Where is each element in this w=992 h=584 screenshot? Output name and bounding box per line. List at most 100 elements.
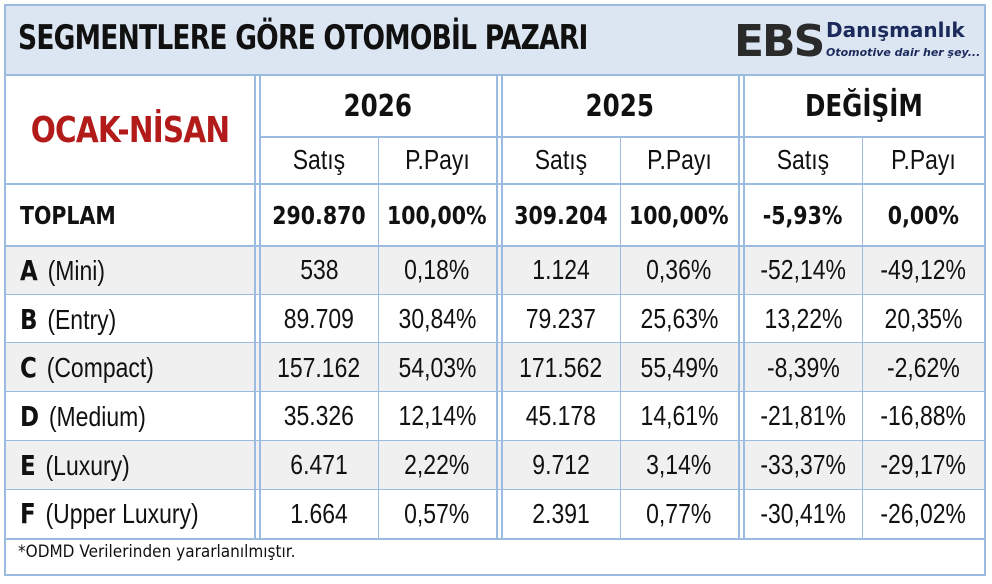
table-cell: 79.237 [502, 295, 620, 344]
table-cell-value: 35.326 [283, 400, 355, 432]
table-cell: -29,17% [862, 441, 984, 490]
segment-name: (Compact) [46, 352, 154, 384]
table-cell-value: -52,14% [760, 254, 846, 286]
year-group-header: DEĞİŞİM [744, 76, 984, 136]
segment-label: D (Medium) [6, 392, 254, 441]
grid-line [6, 342, 984, 344]
period-label-text: OCAK-NİSAN [30, 109, 230, 151]
table-cell-value: 0,77% [646, 497, 712, 529]
column-subheader-text: P.Payı [404, 144, 470, 175]
column-subheader-text: Satış [292, 144, 346, 175]
segment-name: (Entry) [47, 303, 117, 335]
segment-label-text: C (Compact) [20, 351, 154, 384]
segment-letter: A [20, 253, 38, 287]
table-cell: 3,14% [620, 441, 738, 490]
table-cell: 0,18% [378, 246, 496, 295]
table-cell-value: 157.162 [277, 351, 361, 383]
total-cell: 309.204 [502, 184, 620, 246]
year-group-header: 2025 [502, 76, 738, 136]
footnote: *ODMD Verilerinden yararlanılmıştır. [18, 542, 296, 562]
table-cell: -33,37% [744, 441, 862, 490]
column-subheader-text: P.Payı [890, 144, 956, 175]
segment-label: A (Mini) [6, 246, 254, 295]
grid-line [743, 76, 745, 539]
logo-mark: EBS [734, 16, 825, 67]
table-cell: 30,84% [378, 295, 496, 344]
column-subheader: P.Payı [378, 136, 496, 184]
table-cell: 35.326 [260, 392, 378, 441]
table-cell: 45.178 [502, 392, 620, 441]
table-cell-value: 55,49% [640, 351, 718, 383]
table-cell: 12,14% [378, 392, 496, 441]
table-cell-value: 0,36% [646, 254, 712, 286]
grid-line [378, 136, 379, 539]
segment-name: (Luxury) [45, 449, 130, 481]
table-cell: 171.562 [502, 343, 620, 392]
total-cell-value: -5,93% [763, 200, 843, 230]
table-cell: 0,77% [620, 490, 738, 539]
table-frame: SEGMENTLERE GÖRE OTOMOBİL PAZARI EBS Dan… [4, 4, 986, 576]
table-cell: -26,02% [862, 490, 984, 539]
grid-line [496, 76, 498, 539]
table-cell-value: -2,62% [886, 351, 960, 383]
segment-name: (Mini) [47, 254, 106, 286]
table-cell-value: -21,81% [760, 400, 846, 432]
table-cell: 9.712 [502, 441, 620, 490]
column-subheader-text: P.Payı [646, 144, 712, 175]
grid-line [6, 488, 984, 490]
table-cell-value: 2,22% [404, 449, 470, 481]
segment-label: E (Luxury) [6, 441, 254, 490]
table-cell-value: 171.562 [519, 351, 603, 383]
table-cell: 2.391 [502, 490, 620, 539]
table-cell: 25,63% [620, 295, 738, 344]
total-cell: 100,00% [378, 184, 496, 246]
ebs-logo: EBS Danışmanlık Otomotive dair her şey..… [734, 16, 980, 68]
segment-label-text: D (Medium) [20, 400, 146, 433]
table-cell-value: 9.712 [532, 449, 590, 481]
table-cell-value: -8,39% [766, 351, 840, 383]
row-stripe [6, 440, 984, 490]
table-cell: -49,12% [862, 246, 984, 295]
column-subheader: Satış [260, 136, 378, 184]
table-cell-value: -29,17% [880, 449, 966, 481]
period-label: OCAK-NİSAN [6, 76, 254, 184]
table-cell: -16,88% [862, 392, 984, 441]
grid-line [260, 136, 984, 138]
logo-name: Danışmanlık [826, 18, 965, 42]
segment-name: (Medium) [48, 400, 146, 432]
table-cell-value: 20,35% [884, 303, 962, 335]
logo-tagline: Otomotive dair her şey... [826, 46, 981, 59]
table-cell-value: 0,18% [404, 254, 470, 286]
table-cell: 0,36% [620, 246, 738, 295]
total-label: TOPLAM [6, 184, 254, 246]
table-cell: 89.709 [260, 295, 378, 344]
table-cell: 55,49% [620, 343, 738, 392]
table-cell: -52,14% [744, 246, 862, 295]
segment-name: (Upper Luxury) [45, 498, 199, 530]
column-subheader: P.Payı [620, 136, 738, 184]
table-cell-value: -49,12% [880, 254, 966, 286]
table-cell: -21,81% [744, 392, 862, 441]
table-cell: 1.664 [260, 490, 378, 539]
table-cell-value: 1.124 [532, 254, 590, 286]
grid-line [259, 76, 261, 539]
total-cell-value: 100,00% [387, 200, 487, 230]
table-cell: 2,22% [378, 441, 496, 490]
segment-letter: F [20, 497, 36, 531]
segment-label: F (Upper Luxury) [6, 490, 254, 539]
grid-line [6, 391, 984, 393]
total-cell: 0,00% [862, 184, 984, 246]
table-cell-value: -16,88% [880, 400, 966, 432]
segment-letter: D [20, 399, 40, 433]
table-cell: -8,39% [744, 343, 862, 392]
table-cell-value: 45.178 [525, 400, 597, 432]
column-subheader: P.Payı [862, 136, 984, 184]
table-cell: 54,03% [378, 343, 496, 392]
table-cell-value: -30,41% [760, 497, 846, 529]
row-stripe [6, 246, 984, 295]
segment-letter: B [20, 302, 38, 336]
table-cell-value: 89.709 [283, 303, 355, 335]
grid-line [6, 538, 984, 541]
grid-line [6, 293, 984, 295]
total-cell-value: 309.204 [514, 200, 608, 230]
